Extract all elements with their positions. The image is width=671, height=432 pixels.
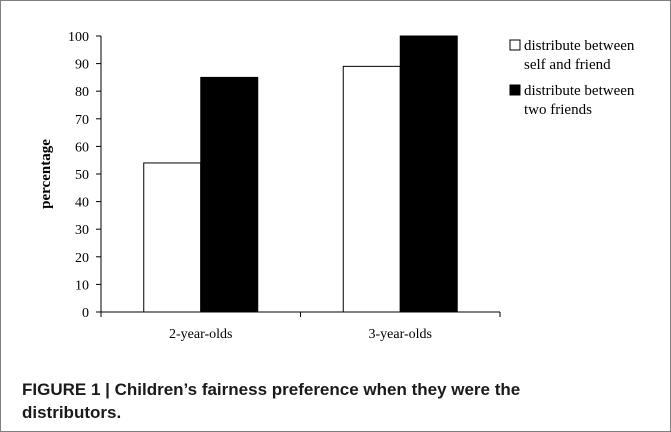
- y-tick-label: 40: [75, 196, 89, 211]
- bar-two-friends-1: [200, 76, 259, 313]
- y-tick-label: 50: [75, 168, 89, 183]
- chart-legend: distribute between self and friend distrib…: [509, 38, 635, 118]
- legend-swatch: [509, 84, 521, 96]
- legend-swatch: [509, 39, 521, 51]
- y-tick-label: 100: [68, 30, 89, 45]
- bar-two-friends-2: [399, 35, 458, 313]
- y-tick-label: 20: [75, 251, 89, 266]
- legend-label: distribute between self and friend: [524, 38, 635, 73]
- y-tick-label: 80: [75, 85, 89, 100]
- y-tick-label: 0: [82, 306, 89, 321]
- caption-line-1: FIGURE 1 | Children’s fairness preferenc…: [22, 380, 521, 399]
- legend-label: distribute between two friends: [524, 83, 635, 118]
- x-tick-label: 3-year-olds: [369, 327, 432, 342]
- bar-chart: 0 10 20 30 40 50 60 70 80 90 100 2-year-olds 3-year-…: [38, 30, 635, 342]
- chart-axes: 0 10 20 30 40 50 60 70 80 90 100 2-year-olds 3-year-…: [38, 30, 501, 342]
- chart-bars: [143, 35, 458, 313]
- y-tick-label: 60: [75, 140, 89, 155]
- y-tick-label: 90: [75, 58, 89, 73]
- y-tick-label: 70: [75, 113, 89, 128]
- y-axis-label: percentage: [38, 139, 54, 209]
- x-tick-label: 2-year-olds: [169, 327, 232, 342]
- y-tick-label: 10: [75, 278, 89, 293]
- bar-self-and-friend-1: [143, 162, 202, 313]
- bar-self-and-friend-2: [342, 65, 401, 313]
- figure-caption: FIGURE 1 | Children’s fairness preferenc…: [22, 378, 642, 424]
- y-tick-label: 30: [75, 223, 89, 238]
- caption-line-2: distributors.: [22, 403, 122, 422]
